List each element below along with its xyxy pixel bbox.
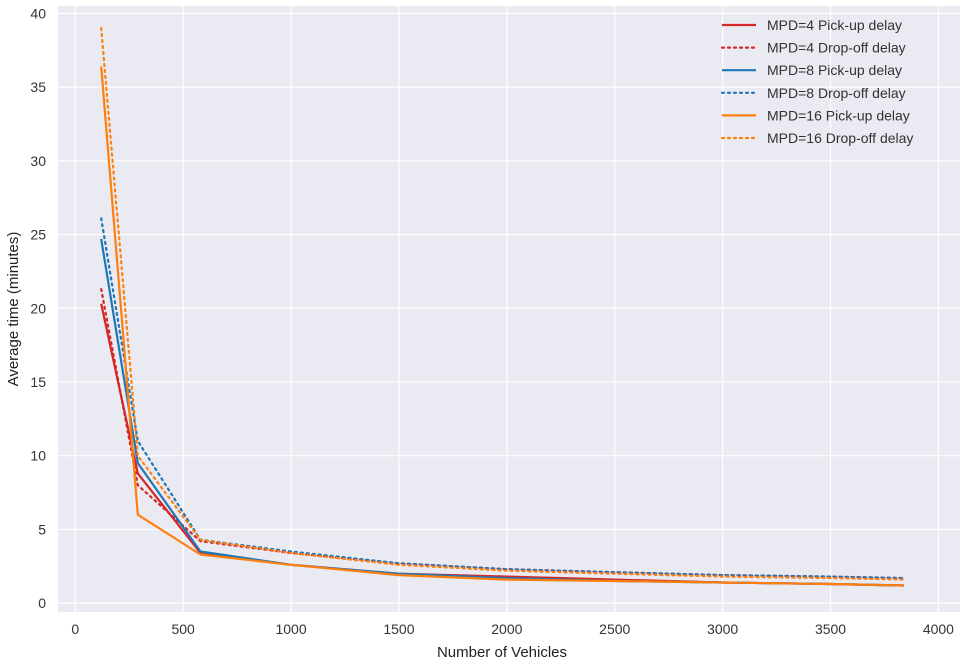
x-tick-label: 3500: [815, 621, 846, 637]
y-tick-label: 40: [30, 5, 46, 21]
series-line-4: [100, 217, 906, 580]
x-tick-label: 0: [71, 621, 79, 637]
x-tick-label: 1500: [383, 621, 414, 637]
y-tick-label: 10: [30, 448, 46, 464]
legend-entry-label: MPD=4 Pick-up delay: [767, 17, 902, 33]
x-tick-label: 4000: [923, 621, 954, 637]
y-tick-label: 35: [30, 79, 46, 95]
series-lines: [100, 27, 906, 587]
y-tick-label: 15: [30, 374, 46, 390]
series-line-5: [100, 66, 904, 587]
legend-entry-label: MPD=16 Drop-off delay: [767, 130, 913, 146]
x-axis-label: Number of Vehicles: [437, 644, 567, 661]
series-line-6: [100, 27, 906, 581]
y-tick-label: 25: [30, 227, 46, 243]
x-tick-label: 2500: [599, 621, 630, 637]
x-tick-label: 3000: [707, 621, 738, 637]
legend-entry-label: MPD=16 Pick-up delay: [767, 107, 910, 123]
series-line-2: [100, 288, 906, 580]
legend: MPD=4 Pick-up delay MPD=4 Drop-off delay M…: [720, 17, 913, 146]
y-tick-label: 5: [38, 521, 46, 537]
y-tick-label: 20: [30, 300, 46, 316]
grid-lines: [58, 6, 960, 612]
x-tick-label: 2000: [491, 621, 522, 637]
plot-background: [58, 6, 960, 612]
x-tick-label: 500: [171, 621, 195, 637]
y-axis-label: Average time (minutes): [5, 232, 22, 387]
legend-entry-label: MPD=4 Drop-off delay: [767, 40, 906, 56]
tick-labels: 0 500 1000 1500 2000 2500 3000 3500 4000 0 5 10 15 20…: [30, 5, 954, 637]
legend-entry-label: MPD=8 Drop-off delay: [767, 85, 906, 101]
x-tick-label: 1000: [275, 621, 306, 637]
y-tick-label: 0: [38, 595, 46, 611]
y-tick-label: 30: [30, 153, 46, 169]
legend-entry-label: MPD=8 Pick-up delay: [767, 62, 902, 78]
